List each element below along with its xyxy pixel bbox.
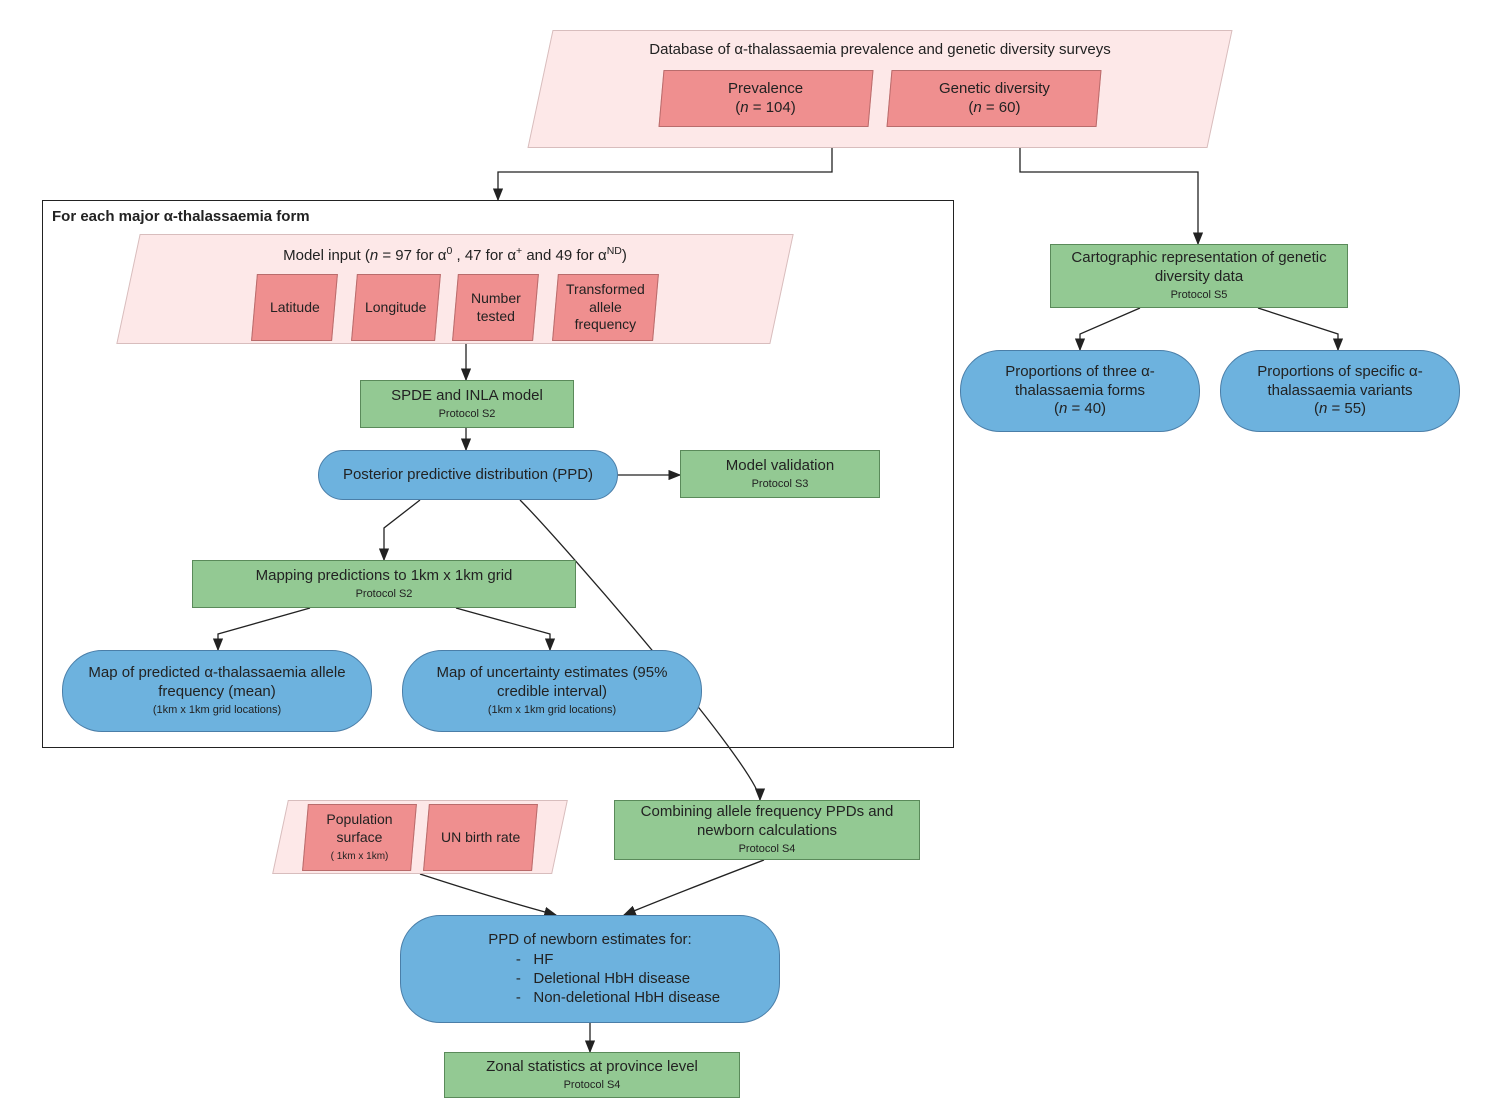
prop3: Proportions of three α-thalassaemia form… bbox=[960, 350, 1200, 432]
propvar-n: (n = 55) bbox=[1314, 400, 1366, 419]
spde-proto: Protocol S2 bbox=[439, 408, 496, 422]
ppd-label: Posterior predictive distribution (PPD) bbox=[343, 466, 593, 485]
edge-carto-prop3 bbox=[1080, 308, 1140, 350]
newborn-item-2: - Non-deletional HbH disease bbox=[460, 989, 720, 1008]
propvar: Proportions of specific α-thalassaemia v… bbox=[1220, 350, 1460, 432]
combine: Combining allele frequency PPDs and newb… bbox=[614, 800, 920, 860]
mapping-label: Mapping predictions to 1km x 1km grid bbox=[256, 567, 513, 586]
pop-sub-0: Population surface( 1km x 1km) bbox=[302, 804, 417, 871]
newborn-item-0: - HF bbox=[460, 951, 720, 970]
map-mean-label: Map of predicted α-thalassaemia allele f… bbox=[73, 664, 361, 702]
validation-proto: Protocol S3 bbox=[752, 478, 809, 492]
pop_inputs: Population surface( 1km x 1km)UN birth r… bbox=[272, 800, 568, 874]
carto-proto: Protocol S5 bbox=[1171, 289, 1228, 303]
mapping: Mapping predictions to 1km x 1km grid Pro… bbox=[192, 560, 576, 608]
propvar-label: Proportions of specific α-thalassaemia v… bbox=[1231, 363, 1449, 401]
db-title: Database of α-thalassaemia prevalence an… bbox=[643, 37, 1116, 66]
carto-label: Cartographic representation of genetic d… bbox=[1061, 249, 1337, 287]
db: Database of α-thalassaemia prevalence an… bbox=[527, 30, 1232, 148]
map-unc-label: Map of uncertainty estimates (95% credib… bbox=[413, 664, 691, 702]
edge-carto-propvar bbox=[1258, 308, 1338, 350]
db-sub-0: Prevalence(n = 104) bbox=[658, 70, 873, 127]
validation: Model validation Protocol S3 bbox=[680, 450, 880, 498]
mi-sub-3: Transformedallele frequency bbox=[552, 274, 659, 341]
ppd: Posterior predictive distribution (PPD) bbox=[318, 450, 618, 500]
mi-sub-0: Latitude bbox=[251, 274, 338, 341]
validation-label: Model validation bbox=[726, 457, 834, 476]
map-unc-sub: (1km x 1km grid locations) bbox=[488, 704, 616, 718]
model_input: Model input (n = 97 for α0 , 47 for α+ a… bbox=[116, 234, 793, 344]
map_mean: Map of predicted α-thalassaemia allele f… bbox=[62, 650, 372, 732]
prop3-n: (n = 40) bbox=[1054, 400, 1106, 419]
edge-db-frame bbox=[498, 148, 832, 200]
mi-sub-2: Numbertested bbox=[452, 274, 539, 341]
carto: Cartographic representation of genetic d… bbox=[1050, 244, 1348, 308]
zonal-label: Zonal statistics at province level bbox=[486, 1058, 698, 1077]
edge-pop_inputs-newborn bbox=[420, 874, 556, 915]
mi-sub-1: Longitude bbox=[351, 274, 440, 341]
map-mean-sub: (1km x 1km grid locations) bbox=[153, 704, 281, 718]
prop3-label: Proportions of three α-thalassaemia form… bbox=[971, 363, 1189, 401]
newborn: PPD of newborn estimates for:- HF- Delet… bbox=[400, 915, 780, 1023]
map_unc: Map of uncertainty estimates (95% credib… bbox=[402, 650, 702, 732]
db-sub-1: Genetic diversity(n = 60) bbox=[886, 70, 1101, 127]
mapping-proto: Protocol S2 bbox=[356, 588, 413, 602]
pop-sub-1: UN birth rate bbox=[423, 804, 538, 871]
model-input-title: Model input (n = 97 for α0 , 47 for α+ a… bbox=[277, 241, 633, 272]
newborn-title: PPD of newborn estimates for: bbox=[460, 931, 720, 950]
zonal-proto: Protocol S4 bbox=[564, 1079, 621, 1093]
spde: SPDE and INLA model Protocol S2 bbox=[360, 380, 574, 428]
spde-label: SPDE and INLA model bbox=[391, 387, 543, 406]
edge-combine-newborn bbox=[624, 860, 764, 915]
combine-label: Combining allele frequency PPDs and newb… bbox=[625, 803, 909, 841]
frame-title: For each major α-thalassaemia form bbox=[52, 208, 310, 225]
combine-proto: Protocol S4 bbox=[739, 843, 796, 857]
newborn-item-1: - Deletional HbH disease bbox=[460, 970, 720, 989]
edge-db-carto bbox=[1020, 148, 1198, 244]
zonal: Zonal statistics at province level Protoc… bbox=[444, 1052, 740, 1098]
